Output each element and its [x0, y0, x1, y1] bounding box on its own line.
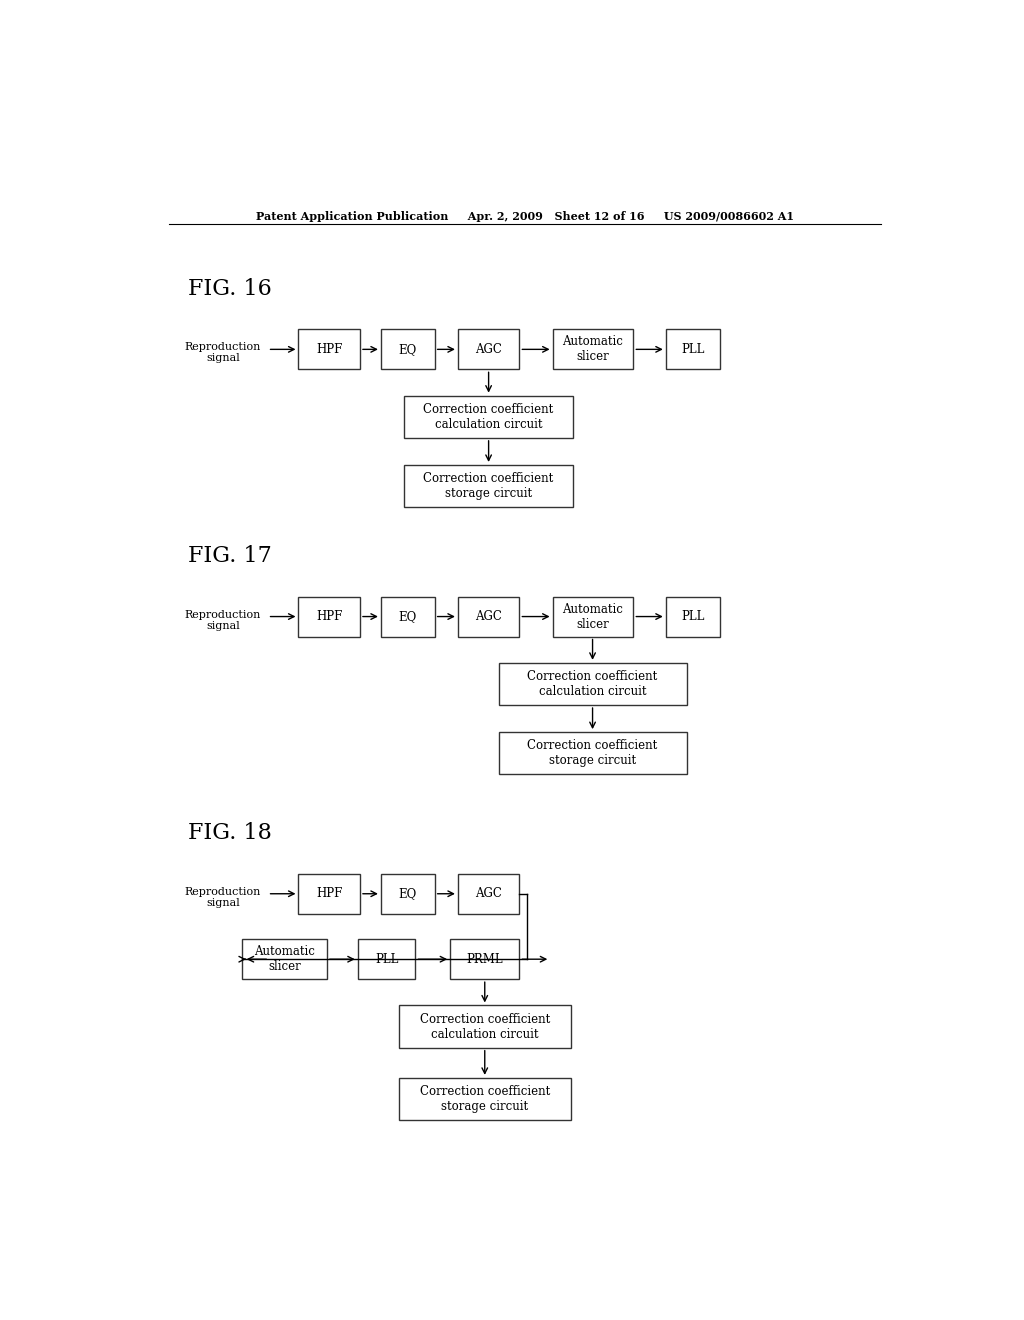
Text: FIG. 16: FIG. 16 — [188, 277, 272, 300]
Bar — [458, 330, 519, 370]
Text: Correction coefficient
calculation circuit: Correction coefficient calculation circu… — [424, 403, 554, 430]
Bar — [243, 940, 327, 979]
Text: AGC: AGC — [475, 887, 502, 900]
Bar — [298, 330, 360, 370]
Bar — [553, 330, 634, 370]
Bar — [398, 1077, 571, 1121]
Bar — [381, 330, 435, 370]
Text: Correction coefficient
storage circuit: Correction coefficient storage circuit — [527, 739, 657, 767]
Text: HPF: HPF — [316, 610, 342, 623]
Bar — [499, 733, 686, 775]
Text: HPF: HPF — [316, 343, 342, 356]
Text: HPF: HPF — [316, 887, 342, 900]
Text: Correction coefficient
storage circuit: Correction coefficient storage circuit — [424, 473, 554, 500]
Text: Patent Application Publication     Apr. 2, 2009   Sheet 12 of 16     US 2009/008: Patent Application Publication Apr. 2, 2… — [256, 211, 794, 222]
Bar — [666, 597, 720, 636]
Bar — [403, 396, 573, 438]
Text: Correction coefficient
calculation circuit: Correction coefficient calculation circu… — [527, 671, 657, 698]
Bar — [381, 597, 435, 636]
Bar — [381, 874, 435, 913]
Bar — [553, 597, 634, 636]
Text: Automatic
slicer: Automatic slicer — [254, 945, 315, 973]
Bar — [499, 663, 686, 705]
Bar — [398, 1006, 571, 1048]
Text: Reproduction
signal: Reproduction signal — [184, 342, 261, 363]
Text: FIG. 17: FIG. 17 — [188, 545, 272, 568]
Text: PLL: PLL — [681, 343, 705, 356]
Bar — [666, 330, 720, 370]
Text: EQ: EQ — [398, 343, 417, 356]
Text: Automatic
slicer: Automatic slicer — [562, 602, 624, 631]
Text: PLL: PLL — [375, 953, 398, 966]
Text: Reproduction
signal: Reproduction signal — [184, 887, 261, 908]
Bar — [458, 874, 519, 913]
Text: EQ: EQ — [398, 887, 417, 900]
Bar — [451, 940, 519, 979]
Bar — [403, 465, 573, 507]
Bar — [458, 597, 519, 636]
Bar — [298, 874, 360, 913]
Text: Reproduction
signal: Reproduction signal — [184, 610, 261, 631]
Text: Automatic
slicer: Automatic slicer — [562, 335, 624, 363]
Text: AGC: AGC — [475, 343, 502, 356]
Text: Correction coefficient
calculation circuit: Correction coefficient calculation circu… — [420, 1012, 550, 1040]
Text: EQ: EQ — [398, 610, 417, 623]
Text: Correction coefficient
storage circuit: Correction coefficient storage circuit — [420, 1085, 550, 1113]
Bar — [298, 597, 360, 636]
Text: PRML: PRML — [467, 953, 503, 966]
Text: PLL: PLL — [681, 610, 705, 623]
Text: AGC: AGC — [475, 610, 502, 623]
Text: FIG. 18: FIG. 18 — [188, 822, 272, 845]
Bar — [357, 940, 416, 979]
